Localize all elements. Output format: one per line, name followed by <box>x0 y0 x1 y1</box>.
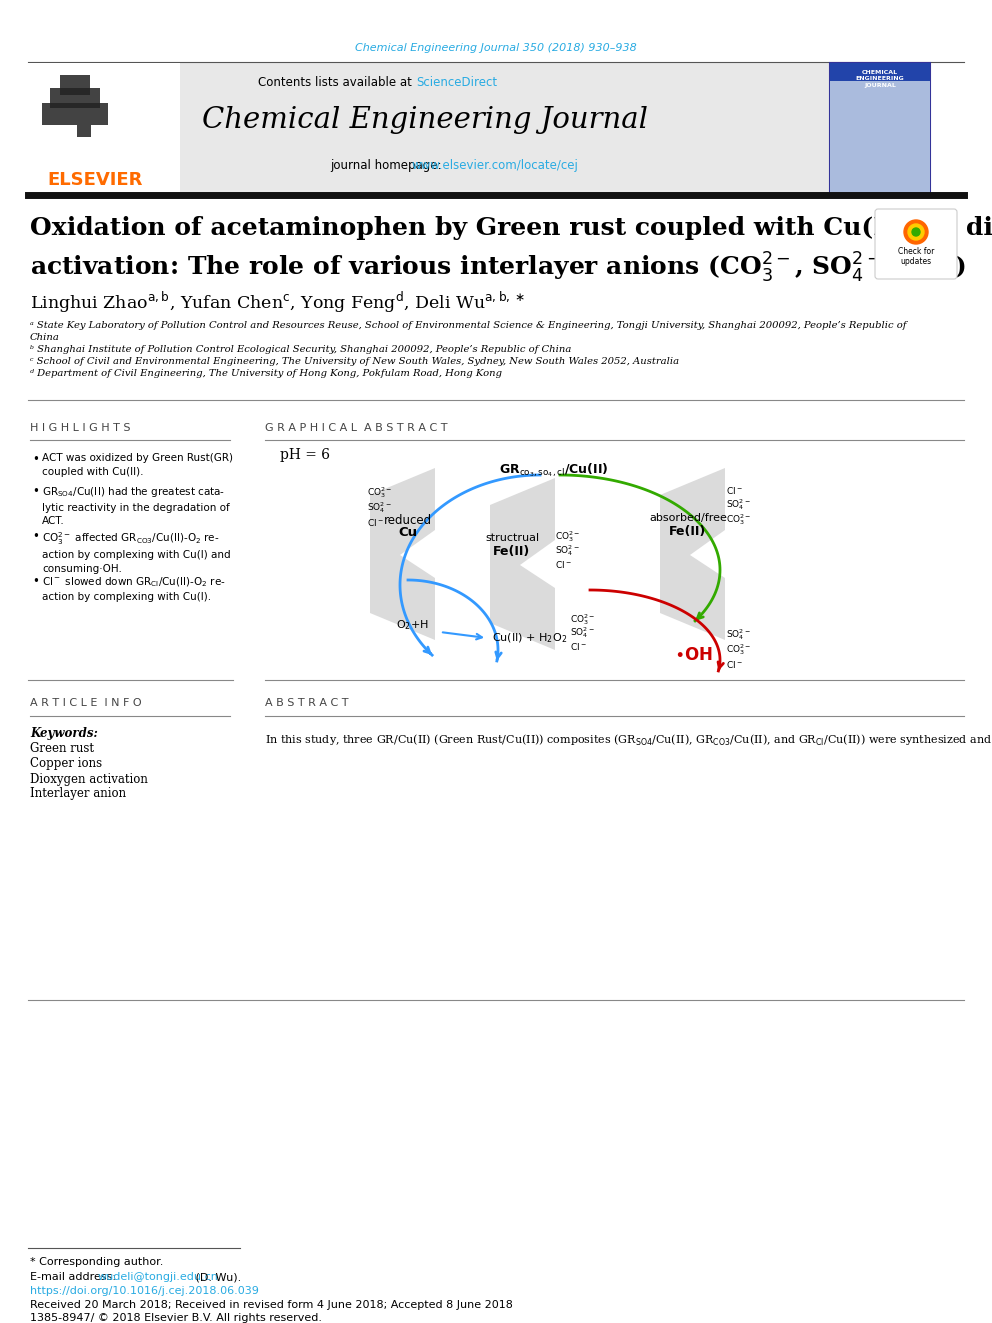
Text: •: • <box>32 531 39 542</box>
Text: wudeli@tongji.edu.cn: wudeli@tongji.edu.cn <box>98 1271 219 1282</box>
Text: ScienceDirect: ScienceDirect <box>416 75 497 89</box>
Text: SO$_4^{2-}$: SO$_4^{2-}$ <box>726 627 751 643</box>
Text: GR$_{\rm co_3,so_4,cl}$/Cu(II): GR$_{\rm co_3,so_4,cl}$/Cu(II) <box>499 462 609 479</box>
Text: CO$_3^{2-}$: CO$_3^{2-}$ <box>555 529 580 545</box>
Circle shape <box>904 220 928 243</box>
Text: ACT was oxidized by Green Rust(GR)
coupled with Cu(II).: ACT was oxidized by Green Rust(GR) coupl… <box>42 452 233 476</box>
Circle shape <box>912 228 920 235</box>
Text: ᶜ School of Civil and Environmental Engineering, The University of New South Wal: ᶜ School of Civil and Environmental Engi… <box>30 357 680 366</box>
Text: O$_2$+H: O$_2$+H <box>396 618 429 632</box>
Text: •: • <box>32 486 39 497</box>
Text: ᵃ State Key Laboratory of Pollution Control and Resources Reuse, School of Envir: ᵃ State Key Laboratory of Pollution Cont… <box>30 321 907 331</box>
Text: Cl$^-$: Cl$^-$ <box>555 560 571 570</box>
Text: activation: The role of various interlayer anions (CO$_3^{2-}$, SO$_4^{2-}$, Cl$: activation: The role of various interlay… <box>30 251 966 284</box>
Text: absorbed/free: absorbed/free <box>649 513 727 523</box>
Text: •: • <box>32 452 39 466</box>
Polygon shape <box>660 468 725 640</box>
Text: Green rust: Green rust <box>30 742 94 755</box>
FancyBboxPatch shape <box>670 64 830 193</box>
Text: In this study, three GR/Cu(II) (Green Rust/Cu(II)) composites (GR$_{\rm SO4}$/Cu: In this study, three GR/Cu(II) (Green Ru… <box>265 730 992 750</box>
FancyBboxPatch shape <box>180 64 670 193</box>
Text: ENGINEERING: ENGINEERING <box>856 77 905 82</box>
Text: reduced: reduced <box>384 513 433 527</box>
Text: journal homepage:: journal homepage: <box>330 159 445 172</box>
Text: structrual: structrual <box>485 533 539 542</box>
Text: China: China <box>30 333 60 343</box>
Text: * Corresponding author.: * Corresponding author. <box>30 1257 164 1267</box>
Text: $\bullet$OH: $\bullet$OH <box>674 646 712 664</box>
Text: updates: updates <box>901 257 931 266</box>
Text: Check for: Check for <box>898 247 934 257</box>
Text: H I G H L I G H T S: H I G H L I G H T S <box>30 423 131 433</box>
Text: SO$_4^{2-}$: SO$_4^{2-}$ <box>367 500 392 516</box>
Text: JOURNAL: JOURNAL <box>864 83 896 89</box>
Text: ᵇ Shanghai Institute of Pollution Control Ecological Security, Shanghai 200092, : ᵇ Shanghai Institute of Pollution Contro… <box>30 345 571 355</box>
Text: Linghui Zhao$^{\rm a,b}$, Yufan Chen$^{\rm c}$, Yong Feng$^{\rm d}$, Deli Wu$^{\: Linghui Zhao$^{\rm a,b}$, Yufan Chen$^{\… <box>30 290 525 315</box>
Text: ᵈ Department of Civil Engineering, The University of Hong Kong, Pokfulam Road, H: ᵈ Department of Civil Engineering, The U… <box>30 369 502 378</box>
Text: SO$_4^{2-}$: SO$_4^{2-}$ <box>555 544 579 558</box>
FancyBboxPatch shape <box>60 75 90 95</box>
Text: SO$_4^{2-}$: SO$_4^{2-}$ <box>726 497 751 512</box>
Text: Cu: Cu <box>399 527 418 540</box>
Polygon shape <box>490 478 555 650</box>
Text: CHEMICAL: CHEMICAL <box>862 70 898 74</box>
Text: Copper ions: Copper ions <box>30 758 102 770</box>
Text: Chemical Engineering Journal 350 (2018) 930–938: Chemical Engineering Journal 350 (2018) … <box>355 44 637 53</box>
Text: Interlayer anion: Interlayer anion <box>30 787 126 800</box>
Text: Cl$^-$: Cl$^-$ <box>570 640 586 651</box>
FancyBboxPatch shape <box>875 209 957 279</box>
Text: A B S T R A C T: A B S T R A C T <box>265 699 348 708</box>
Text: Keywords:: Keywords: <box>30 726 98 740</box>
Text: Chemical Engineering Journal: Chemical Engineering Journal <box>202 106 648 134</box>
Text: pH = 6: pH = 6 <box>280 448 330 462</box>
FancyBboxPatch shape <box>830 81 930 193</box>
Text: Contents lists available at: Contents lists available at <box>258 75 416 89</box>
Text: https://doi.org/10.1016/j.cej.2018.06.039: https://doi.org/10.1016/j.cej.2018.06.03… <box>30 1286 259 1297</box>
FancyBboxPatch shape <box>830 64 930 81</box>
Text: CO$_3^{2-}$: CO$_3^{2-}$ <box>726 643 751 658</box>
Text: Cu(II) + H$_2$O$_2$: Cu(II) + H$_2$O$_2$ <box>492 631 567 644</box>
Text: Cl$^-$: Cl$^-$ <box>726 659 743 671</box>
Text: GR$_{\rm SO4}$/Cu(II) had the greatest cata-
lytic reactivity in the degradation: GR$_{\rm SO4}$/Cu(II) had the greatest c… <box>42 486 230 527</box>
Text: G R A P H I C A L  A B S T R A C T: G R A P H I C A L A B S T R A C T <box>265 423 447 433</box>
Text: A R T I C L E  I N F O: A R T I C L E I N F O <box>30 699 142 708</box>
Text: Dioxygen activation: Dioxygen activation <box>30 773 148 786</box>
Text: Cl$^-$: Cl$^-$ <box>367 517 384 528</box>
Text: Fe(II): Fe(II) <box>493 545 531 558</box>
Text: Fe(II): Fe(II) <box>670 524 706 537</box>
Text: CO$_3^{2-}$: CO$_3^{2-}$ <box>367 486 392 500</box>
Text: CO$_3^{2-}$: CO$_3^{2-}$ <box>570 613 595 627</box>
FancyBboxPatch shape <box>28 64 180 193</box>
FancyBboxPatch shape <box>42 103 108 124</box>
FancyBboxPatch shape <box>50 89 100 108</box>
Circle shape <box>908 224 924 239</box>
Text: Received 20 March 2018; Received in revised form 4 June 2018; Accepted 8 June 20: Received 20 March 2018; Received in revi… <box>30 1301 513 1310</box>
Text: Cl$^-$ slowed down GR$_{\rm Cl}$/Cu(II)-O$_2$ re-
action by complexing with Cu(I: Cl$^-$ slowed down GR$_{\rm Cl}$/Cu(II)-… <box>42 576 226 602</box>
FancyBboxPatch shape <box>77 124 91 138</box>
Text: •: • <box>32 576 39 587</box>
Text: SO$_4^{2-}$: SO$_4^{2-}$ <box>570 626 595 640</box>
Text: ELSEVIER: ELSEVIER <box>48 171 143 189</box>
Text: Oxidation of acetaminophen by Green rust coupled with Cu(II) via dioxygen: Oxidation of acetaminophen by Green rust… <box>30 216 992 239</box>
Polygon shape <box>370 468 435 640</box>
Text: 1385-8947/ © 2018 Elsevier B.V. All rights reserved.: 1385-8947/ © 2018 Elsevier B.V. All righ… <box>30 1312 322 1323</box>
Text: CO$_3^{2-}$: CO$_3^{2-}$ <box>726 512 751 528</box>
Text: www.elsevier.com/locate/cej: www.elsevier.com/locate/cej <box>412 159 579 172</box>
Text: Cl$^-$: Cl$^-$ <box>726 484 743 496</box>
Text: E-mail address:: E-mail address: <box>30 1271 119 1282</box>
Text: (D. Wu).: (D. Wu). <box>192 1271 241 1282</box>
Text: CO$_3^{2-}$ affected GR$_{\rm CO3}$/Cu(II)-O$_2$ re-
action by complexing with C: CO$_3^{2-}$ affected GR$_{\rm CO3}$/Cu(I… <box>42 531 230 574</box>
FancyBboxPatch shape <box>830 64 930 193</box>
